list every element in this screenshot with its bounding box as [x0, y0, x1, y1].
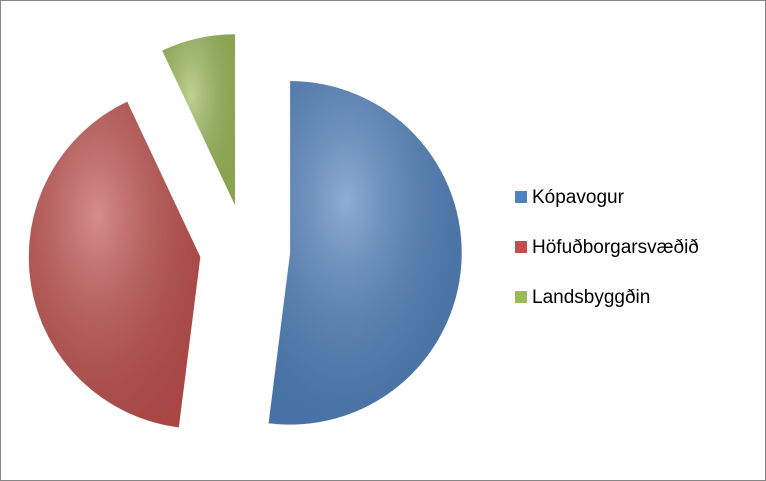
slice-shading: [161, 34, 236, 207]
legend-swatch: [515, 291, 527, 303]
slice-shading: [268, 80, 462, 425]
legend-label: Höfuðborgarsvæðið: [532, 237, 699, 258]
legend-swatch: [515, 191, 527, 203]
slice-shading: [28, 101, 201, 428]
legend-swatch: [515, 241, 527, 253]
legend-label: Landsbyggðin: [532, 287, 650, 308]
legend-label: Kópavogur: [532, 187, 625, 208]
